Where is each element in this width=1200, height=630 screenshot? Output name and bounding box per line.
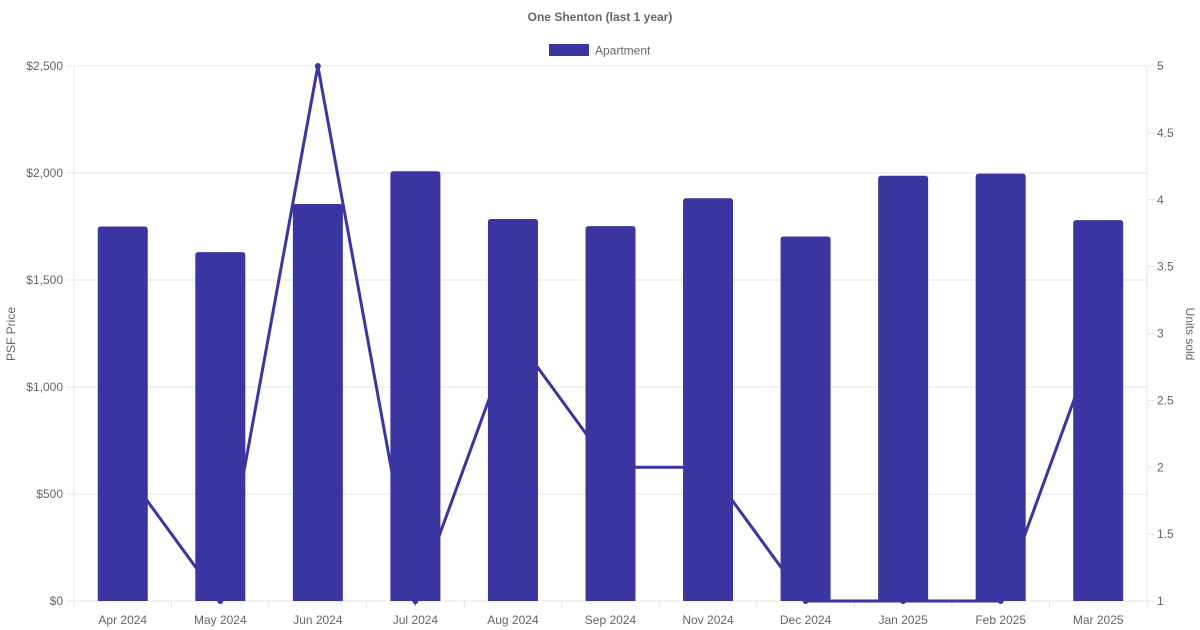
y2-tick-label: 5 [1157,59,1164,73]
units-sold-point [509,330,516,337]
bar-apartment [780,236,831,602]
y2-tick-label: 4.5 [1157,126,1174,140]
y-tick-label: $500 [36,487,63,501]
x-tick-label: Jan 2025 [878,613,928,627]
units-sold-point [217,598,224,604]
x-tick-label: Jul 2024 [393,613,439,627]
units-sold-point [802,598,809,604]
units-sold-point [412,598,419,604]
units-sold-point [997,598,1004,604]
units-sold-point [900,598,907,604]
bar-apartment [1073,220,1124,601]
units-sold-point [607,464,614,471]
legend-swatch-apartment [549,44,589,56]
y2-tick-label: 1 [1157,594,1164,608]
y-tick-label: $1,000 [26,380,63,394]
y2-tick-label: 1.5 [1157,527,1174,541]
bar-series [97,171,1124,602]
x-tick-label: Mar 2025 [1073,613,1124,627]
y2-tick-label: 2.5 [1157,393,1174,407]
legend-label-apartment: Apartment [595,44,651,58]
x-tick-label: Nov 2024 [682,613,734,627]
y2-tick-label: 4 [1157,193,1164,207]
y-tick-label: $1,500 [26,273,63,287]
y2-tick-label: 2 [1157,460,1164,474]
units-sold-point [314,63,321,69]
y2-tick-label: 3 [1157,327,1164,341]
x-tick-label: Aug 2024 [487,613,539,627]
y2-axis-title: Units sold [1183,308,1197,361]
bar-apartment [195,252,246,601]
bar-apartment [97,226,148,601]
bar-apartment [390,171,441,601]
axes: $0 $500 $1,000 $1,500 $2,000 $2,500 1 1.5 2 2.5 3 3… [26,59,1174,627]
bar-apartment [487,219,538,601]
x-tick-label: Feb 2025 [975,613,1026,627]
units-sold-point [119,464,126,471]
x-tick-label: Dec 2024 [780,613,832,627]
chart-title: One Shenton (last 1 year) [528,10,673,24]
legend[interactable]: Apartment [549,44,651,58]
y-tick-label: $0 [50,594,64,608]
x-tick-label: Sep 2024 [585,613,637,627]
units-sold-point [705,464,712,471]
y-tick-label: $2,000 [26,166,63,180]
y2-tick-label: 3.5 [1157,260,1174,274]
x-tick-label: May 2024 [194,613,247,627]
x-tick-label: Jun 2024 [293,613,343,627]
y-tick-label: $2,500 [26,59,63,73]
bar-apartment [878,175,929,602]
bar-apartment [975,173,1026,601]
line-series [119,63,1102,607]
bar-apartment [683,198,734,601]
y-axis-title: PSF Price [4,307,18,361]
bar-apartment [585,226,636,601]
units-sold-point [1095,330,1102,337]
x-tick-label: Apr 2024 [98,613,147,627]
bar-apartment [292,204,343,601]
